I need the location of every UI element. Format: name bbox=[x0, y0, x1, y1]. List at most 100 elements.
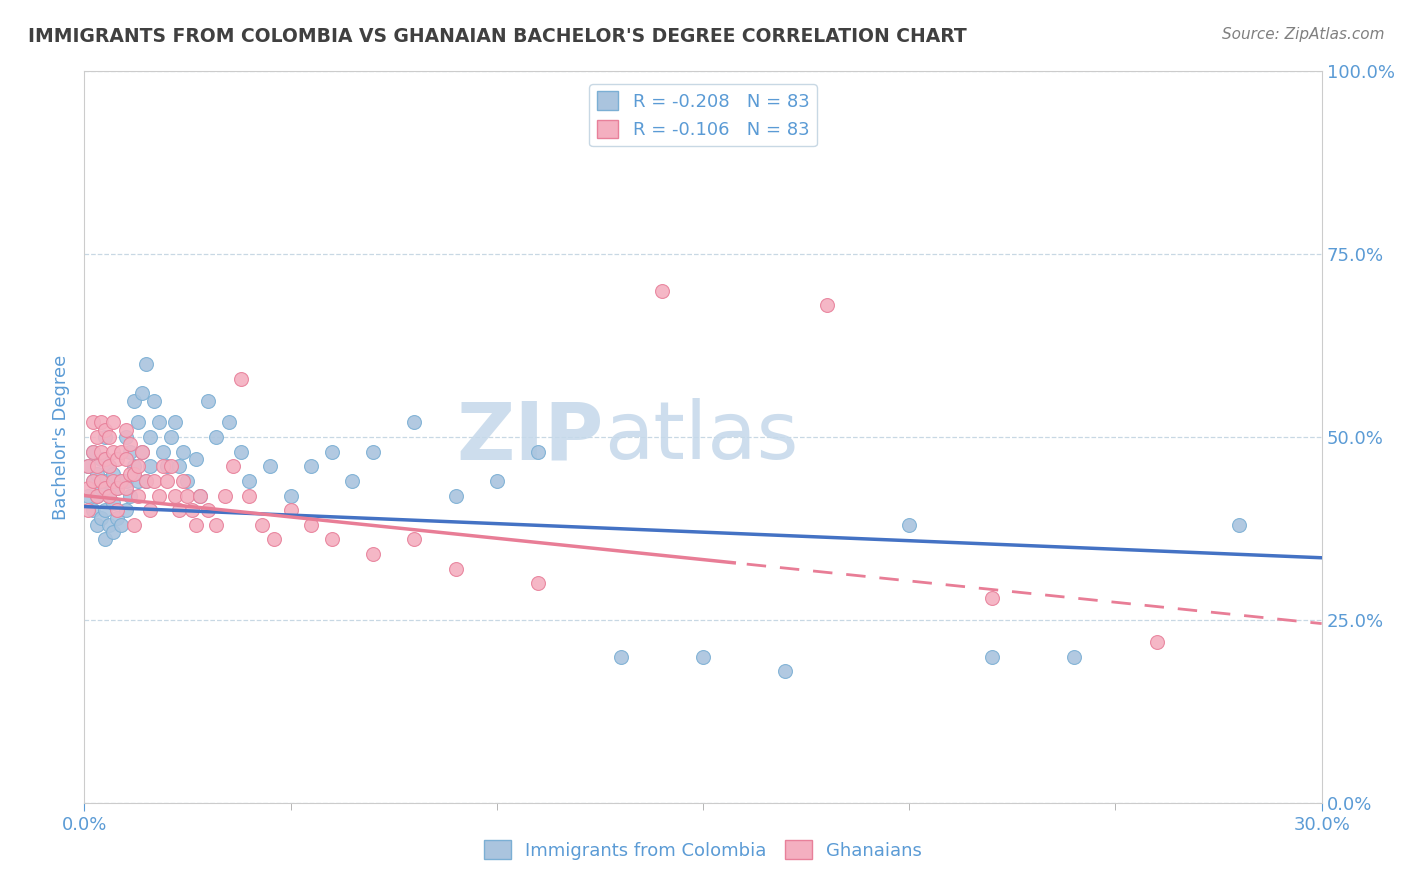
Point bbox=[114, 503, 136, 517]
Point bbox=[280, 489, 302, 503]
Point bbox=[110, 474, 132, 488]
Point bbox=[980, 649, 1002, 664]
Point bbox=[82, 474, 104, 488]
Point bbox=[94, 481, 117, 495]
Point bbox=[1227, 517, 1250, 532]
Point bbox=[94, 474, 117, 488]
Point bbox=[118, 467, 141, 481]
Point bbox=[90, 416, 112, 430]
Text: Source: ZipAtlas.com: Source: ZipAtlas.com bbox=[1222, 27, 1385, 42]
Point bbox=[118, 489, 141, 503]
Point bbox=[82, 444, 104, 458]
Point bbox=[165, 489, 187, 503]
Point bbox=[139, 459, 162, 474]
Point bbox=[165, 416, 187, 430]
Point bbox=[280, 503, 302, 517]
Point bbox=[90, 481, 112, 495]
Point bbox=[103, 496, 125, 510]
Point bbox=[775, 664, 797, 678]
Point bbox=[122, 517, 145, 532]
Point bbox=[86, 430, 108, 444]
Point bbox=[135, 474, 157, 488]
Point bbox=[98, 517, 121, 532]
Point bbox=[105, 481, 128, 495]
Point bbox=[122, 459, 145, 474]
Point bbox=[82, 474, 104, 488]
Point bbox=[105, 481, 128, 495]
Point bbox=[135, 474, 157, 488]
Point bbox=[90, 452, 112, 467]
Point bbox=[110, 444, 132, 458]
Point bbox=[160, 430, 183, 444]
Point bbox=[238, 489, 260, 503]
Point bbox=[160, 459, 183, 474]
Point bbox=[118, 437, 141, 451]
Point bbox=[444, 562, 467, 576]
Point bbox=[1063, 649, 1085, 664]
Point bbox=[82, 503, 104, 517]
Point bbox=[143, 393, 166, 408]
Point bbox=[299, 459, 322, 474]
Point bbox=[122, 393, 145, 408]
Point bbox=[651, 284, 673, 298]
Point bbox=[176, 474, 198, 488]
Point bbox=[250, 517, 273, 532]
Point bbox=[321, 533, 343, 547]
Point bbox=[180, 503, 202, 517]
Point bbox=[127, 416, 149, 430]
Point bbox=[105, 452, 128, 467]
Point bbox=[238, 474, 260, 488]
Point bbox=[156, 459, 179, 474]
Point bbox=[77, 481, 100, 495]
Point bbox=[167, 503, 190, 517]
Point bbox=[188, 489, 211, 503]
Point bbox=[90, 510, 112, 524]
Point bbox=[205, 517, 228, 532]
Point bbox=[86, 459, 108, 474]
Point bbox=[131, 444, 153, 458]
Point bbox=[404, 416, 426, 430]
Point bbox=[148, 416, 170, 430]
Point bbox=[98, 459, 121, 474]
Point bbox=[152, 459, 174, 474]
Point bbox=[259, 459, 281, 474]
Point bbox=[82, 444, 104, 458]
Point bbox=[77, 489, 100, 503]
Point bbox=[105, 510, 128, 524]
Point bbox=[148, 489, 170, 503]
Point bbox=[139, 430, 162, 444]
Point bbox=[263, 533, 285, 547]
Point bbox=[127, 489, 149, 503]
Point bbox=[229, 371, 252, 385]
Point bbox=[86, 517, 108, 532]
Point bbox=[86, 489, 108, 503]
Point bbox=[218, 416, 240, 430]
Point bbox=[444, 489, 467, 503]
Point bbox=[131, 386, 153, 401]
Y-axis label: Bachelor's Degree: Bachelor's Degree bbox=[52, 354, 70, 520]
Point bbox=[86, 467, 108, 481]
Text: ZIP: ZIP bbox=[457, 398, 605, 476]
Point bbox=[222, 459, 245, 474]
Point bbox=[114, 452, 136, 467]
Point bbox=[172, 474, 194, 488]
Point bbox=[135, 357, 157, 371]
Point bbox=[98, 459, 121, 474]
Point bbox=[103, 467, 125, 481]
Point bbox=[103, 444, 125, 458]
Point bbox=[139, 503, 162, 517]
Legend: Immigrants from Colombia, Ghanaians: Immigrants from Colombia, Ghanaians bbox=[477, 833, 929, 867]
Text: atlas: atlas bbox=[605, 398, 799, 476]
Point bbox=[527, 444, 550, 458]
Point bbox=[98, 489, 121, 503]
Point bbox=[94, 452, 117, 467]
Point bbox=[197, 503, 219, 517]
Point bbox=[898, 517, 921, 532]
Point bbox=[94, 503, 117, 517]
Point bbox=[167, 459, 190, 474]
Point bbox=[110, 474, 132, 488]
Point bbox=[156, 474, 179, 488]
Point bbox=[1146, 635, 1168, 649]
Point bbox=[361, 547, 384, 561]
Point bbox=[77, 503, 100, 517]
